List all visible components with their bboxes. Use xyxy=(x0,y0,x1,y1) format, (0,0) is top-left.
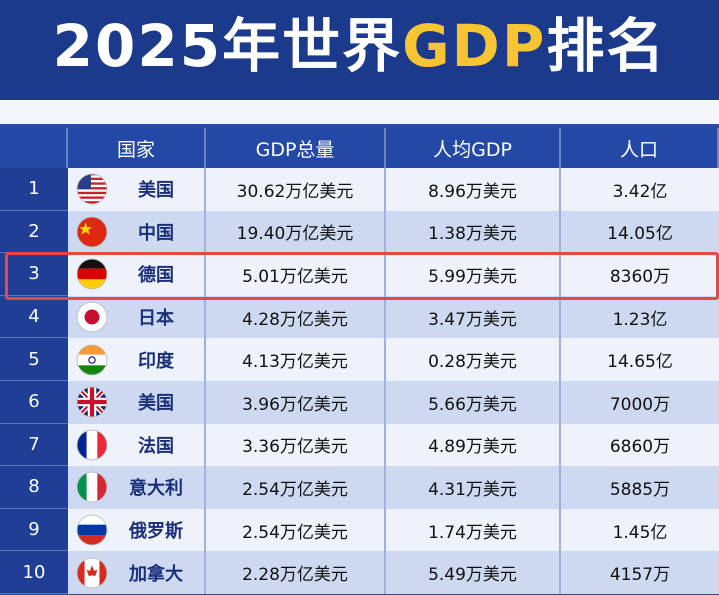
title-part: 排名 xyxy=(546,12,667,80)
rank-cell: 1 xyxy=(0,168,68,211)
flag xyxy=(76,259,108,290)
flag xyxy=(76,216,108,248)
banner: 2025年世界GDP排名 xyxy=(0,0,719,100)
value-cell: 5.66万美元 xyxy=(386,381,561,424)
value-cell: 14.05亿 xyxy=(561,210,719,254)
country-name: 德国 xyxy=(138,265,174,287)
value-cell: 8360万 xyxy=(561,253,719,296)
title-highlight: GDP xyxy=(402,12,547,80)
header-cell: 国家 xyxy=(68,128,206,168)
rank-cell: 4 xyxy=(0,295,68,339)
country-name: 法国 xyxy=(138,435,174,457)
country-cell: 印度 xyxy=(68,338,206,381)
country-cell: 意大利 xyxy=(68,466,206,509)
value-cell: 4.13万亿美元 xyxy=(206,338,386,381)
country-name: 美国 xyxy=(138,180,174,202)
flag xyxy=(76,429,108,461)
country-cell: 中国 xyxy=(68,210,206,254)
country-cell: 加拿大 xyxy=(68,551,206,594)
value-cell: 7000万 xyxy=(561,381,719,424)
country-cell: 法国 xyxy=(68,423,206,467)
value-cell: 30.62万亿美元 xyxy=(206,168,386,211)
country-name: 日本 xyxy=(138,308,174,330)
value-cell: 5.49万美元 xyxy=(386,551,561,594)
highlight-box xyxy=(5,252,719,301)
country-cell: 日本 xyxy=(68,295,206,339)
value-cell: 14.65亿 xyxy=(561,338,719,381)
country-name: 美国 xyxy=(138,393,174,415)
value-cell: 3.96万亿美元 xyxy=(206,381,386,424)
rank-cell: 9 xyxy=(0,508,68,552)
country-name: 加拿大 xyxy=(129,563,183,585)
value-cell: 1.45亿 xyxy=(561,508,719,552)
value-cell: 3.42亿 xyxy=(561,168,719,211)
header-cell: 人均GDP xyxy=(386,128,561,168)
value-cell: 8.96万美元 xyxy=(386,168,561,211)
value-cell: 3.36万亿美元 xyxy=(206,423,386,467)
country-cell: 俄罗斯 xyxy=(68,508,206,552)
value-cell: 5.01万亿美元 xyxy=(206,253,386,296)
flag xyxy=(76,344,108,376)
divider xyxy=(0,100,719,124)
value-cell: 1.74万美元 xyxy=(386,508,561,552)
country-cell: 美国 xyxy=(68,168,206,211)
value-cell: 2.54万亿美元 xyxy=(206,466,386,509)
rank-cell: 8 xyxy=(0,466,68,509)
rank-cell: 3 xyxy=(0,253,68,296)
country-name: 俄罗斯 xyxy=(129,521,183,543)
rank-cell: 6 xyxy=(0,381,68,424)
title-part: 2025年世界 xyxy=(52,12,403,80)
value-cell: 2.54万亿美元 xyxy=(206,508,386,552)
country-name: 中国 xyxy=(138,222,174,244)
country-name: 意大利 xyxy=(129,478,183,500)
value-cell: 2.28万亿美元 xyxy=(206,551,386,594)
header-cell xyxy=(0,128,68,168)
flag xyxy=(76,472,108,503)
rank-cell: 10 xyxy=(0,551,68,594)
flag xyxy=(76,557,108,589)
value-cell: 4.28万亿美元 xyxy=(206,295,386,339)
value-cell: 3.47万美元 xyxy=(386,295,561,339)
rank-cell: 5 xyxy=(0,338,68,381)
value-cell: 4.31万美元 xyxy=(386,466,561,509)
rank-cell: 2 xyxy=(0,210,68,254)
country-name: 印度 xyxy=(138,350,174,372)
value-cell: 4157万 xyxy=(561,551,719,594)
flag xyxy=(76,386,108,418)
value-cell: 1.38万美元 xyxy=(386,210,561,254)
country-cell: 美国 xyxy=(68,381,206,424)
title: 2025年世界GDP排名 xyxy=(0,0,719,92)
rank-cell: 7 xyxy=(0,423,68,467)
flag xyxy=(76,301,108,333)
header-cell: 人口 xyxy=(561,128,719,168)
flag xyxy=(76,514,108,546)
value-cell: 1.23亿 xyxy=(561,295,719,339)
value-cell: 5.99万美元 xyxy=(386,253,561,296)
header-cell: GDP总量 xyxy=(206,128,386,168)
country-cell: 德国 xyxy=(68,253,206,296)
flag xyxy=(76,173,108,205)
value-cell: 6860万 xyxy=(561,423,719,467)
value-cell: 4.89万美元 xyxy=(386,423,561,467)
value-cell: 0.28万美元 xyxy=(386,338,561,381)
value-cell: 5885万 xyxy=(561,466,719,509)
value-cell: 19.40万亿美元 xyxy=(206,210,386,254)
